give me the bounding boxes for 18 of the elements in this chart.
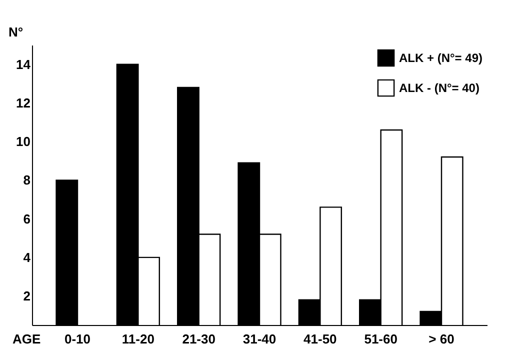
- x-tick-label: 11-20: [122, 332, 154, 346]
- y-axis-title: N°: [8, 24, 24, 40]
- x-tick-label: 51-60: [364, 332, 398, 346]
- y-tick-label: 4: [23, 250, 32, 265]
- x-tick-label: > 60: [428, 332, 454, 346]
- y-tick-label: 8: [23, 172, 30, 188]
- legend-label: ALK + (N°= 49): [399, 51, 482, 65]
- x-axis-title: AGE: [12, 332, 41, 346]
- y-tick-label: 10: [16, 134, 30, 150]
- x-tick-label: 0-10: [64, 332, 91, 346]
- y-tick-label: 12: [16, 95, 30, 110]
- x-tick-label: 21-30: [182, 332, 216, 346]
- y-tick-label: 6: [23, 211, 30, 226]
- x-tick-label: 41-50: [304, 332, 337, 346]
- y-tick-label: 2: [23, 288, 30, 304]
- y-tick-label: 14: [16, 56, 32, 72]
- legend-label: ALK - (N°= 40): [399, 81, 480, 95]
- x-tick-label: 31-40: [242, 332, 276, 346]
